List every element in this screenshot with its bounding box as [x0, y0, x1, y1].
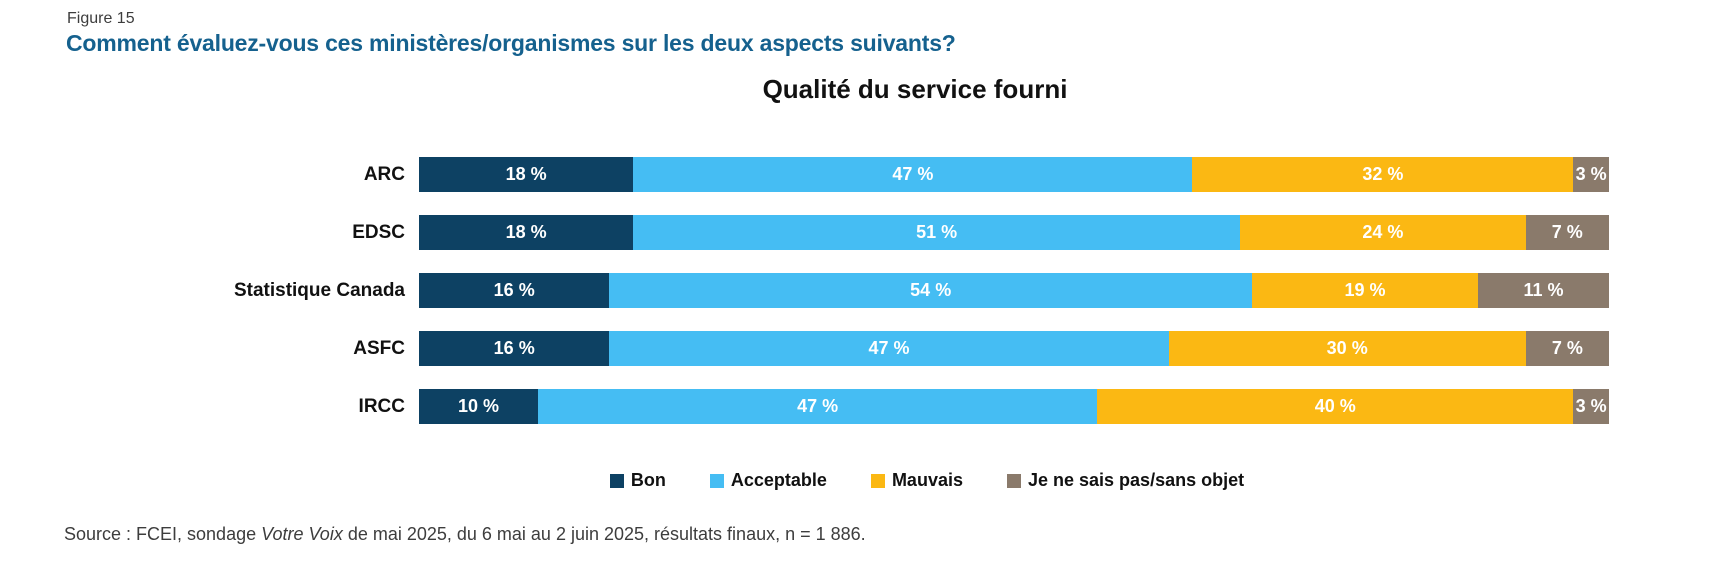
figure-label: Figure 15 [67, 10, 135, 27]
chart-legend: Bon Acceptable Mauvais Je ne sais pas/sans … [62, 470, 1730, 491]
bar-segment-bon: 18 % [419, 215, 634, 250]
stacked-bar-chart: ARC 18 % 47 % 32 % 3 % EDSC 18 % 51 % 24 % 7 % Sta… [0, 157, 1609, 447]
bar-segment-acceptable: 54 % [609, 273, 1252, 308]
legend-label: Acceptable [730, 470, 827, 490]
page-title: Comment évaluez-vous ces ministères/orga… [66, 30, 956, 56]
bar-segment-bon: 10 % [419, 389, 538, 424]
bar-segment-acceptable: 47 % [538, 389, 1098, 424]
chart-row: IRCC 10 % 47 % 40 % 3 % [0, 389, 1609, 424]
bar-segment-bon: 18 % [419, 157, 634, 192]
bar-segment-je-ne-sais-pas-sans-objet: 7 % [1525, 215, 1609, 250]
bar-segment-mauvais: 30 % [1168, 331, 1526, 366]
row-label: IRCC [358, 396, 405, 417]
row-label: EDSC [352, 222, 405, 243]
bar-track: 18 % 47 % 32 % 3 % [419, 157, 1609, 192]
bar-segment-je-ne-sais-pas-sans-objet: 7 % [1525, 331, 1609, 366]
legend-label: Je ne sais pas/sans objet [1027, 470, 1245, 490]
bar-segment-mauvais: 40 % [1097, 389, 1574, 424]
bar-segment-mauvais: 32 % [1192, 157, 1574, 192]
bar-segment-acceptable: 51 % [633, 215, 1241, 250]
legend-label: Mauvais [891, 470, 963, 490]
chart-row: EDSC 18 % 51 % 24 % 7 % [0, 215, 1609, 250]
legend-item: Bon [609, 470, 666, 491]
row-label: ASFC [353, 338, 405, 359]
source-suffix: de mai 2025, du 6 mai au 2 juin 2025, ré… [342, 524, 866, 544]
legend-swatch-icon [1006, 473, 1021, 488]
bar-segment-bon: 16 % [419, 331, 610, 366]
legend-item: Mauvais [870, 470, 963, 491]
row-label: ARC [363, 164, 405, 185]
legend-swatch-icon [709, 473, 724, 488]
row-label: Statistique Canada [233, 280, 405, 301]
bar-track: 16 % 54 % 19 % 11 % [419, 273, 1609, 308]
bar-segment-bon: 16 % [419, 273, 610, 308]
bar-track: 10 % 47 % 40 % 3 % [419, 389, 1609, 424]
legend-item: Acceptable [709, 470, 827, 491]
legend-label: Bon [630, 470, 666, 490]
chart-row: ASFC 16 % 47 % 30 % 7 % [0, 331, 1609, 366]
legend-swatch-icon [870, 473, 885, 488]
bar-segment-acceptable: 47 % [609, 331, 1169, 366]
bar-track: 18 % 51 % 24 % 7 % [419, 215, 1609, 250]
source-prefix: Source : FCEI, sondage [64, 524, 262, 544]
legend-item: Je ne sais pas/sans objet [1006, 470, 1245, 491]
source-survey-name: Votre Voix [261, 524, 343, 544]
chart-row: Statistique Canada 16 % 54 % 19 % 11 % [0, 273, 1609, 308]
source-note: Source : FCEI, sondage Votre Voix de mai… [64, 524, 866, 545]
bar-segment-acceptable: 47 % [633, 157, 1193, 192]
bar-segment-je-ne-sais-pas-sans-objet: 3 % [1573, 389, 1609, 424]
bar-segment-je-ne-sais-pas-sans-objet: 3 % [1573, 157, 1609, 192]
chart-title: Qualité du service fourni [762, 74, 1068, 104]
legend-swatch-icon [609, 473, 624, 488]
bar-segment-je-ne-sais-pas-sans-objet: 11 % [1478, 273, 1609, 308]
bar-segment-mauvais: 24 % [1240, 215, 1526, 250]
bar-track: 16 % 47 % 30 % 7 % [419, 331, 1609, 366]
chart-row: ARC 18 % 47 % 32 % 3 % [0, 157, 1609, 192]
bar-segment-mauvais: 19 % [1251, 273, 1479, 308]
